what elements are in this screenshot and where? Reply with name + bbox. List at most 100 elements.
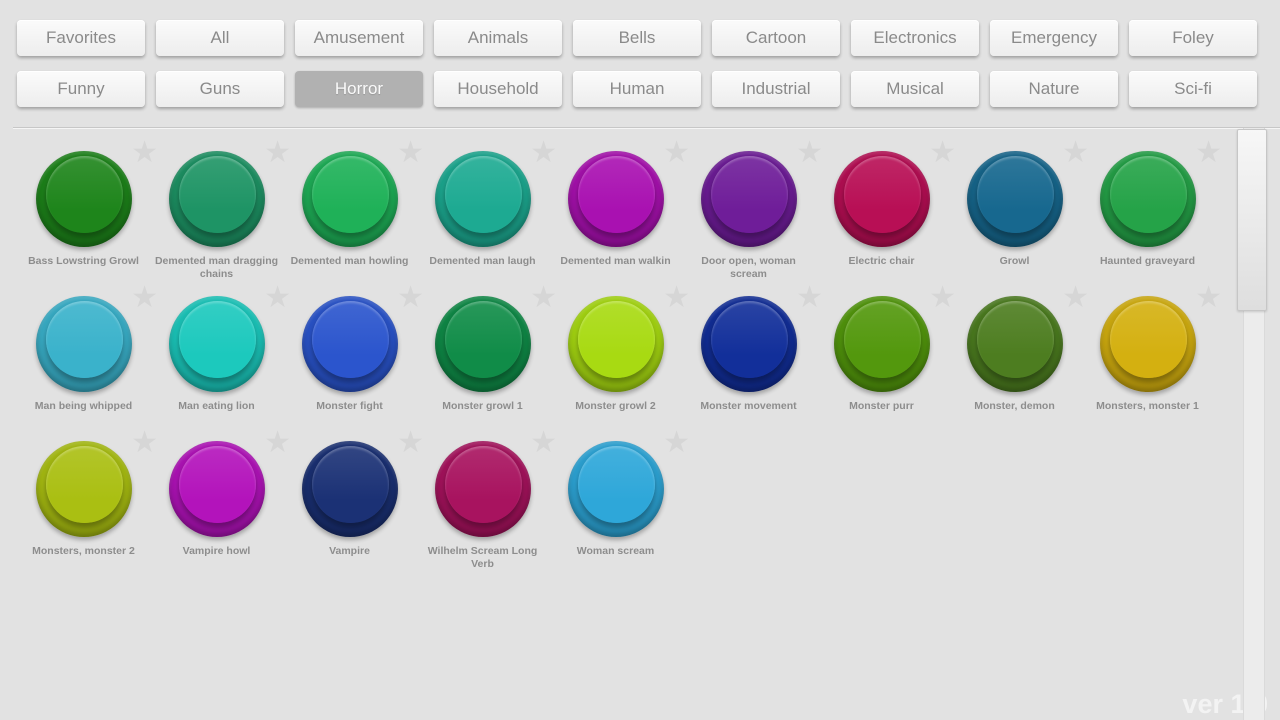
sound-button-demented-man-laugh[interactable] bbox=[434, 151, 531, 247]
sound-button-bass-lowstring-growl[interactable] bbox=[35, 151, 132, 247]
favorite-star-icon[interactable]: ★ bbox=[131, 281, 158, 314]
sound-label: Man being whipped bbox=[34, 400, 133, 412]
sound-button-vampire-howl[interactable] bbox=[168, 441, 265, 537]
tab-favorites[interactable]: Favorites bbox=[17, 20, 145, 56]
favorite-star-icon[interactable]: ★ bbox=[397, 136, 424, 169]
sound-button-demented-man-howling[interactable] bbox=[301, 151, 398, 247]
sound-cell: ★ Man being whipped bbox=[17, 283, 158, 432]
tab-household[interactable]: Household bbox=[434, 71, 562, 107]
sound-label: Monster fight bbox=[316, 400, 383, 412]
sound-button-electric-chair[interactable] bbox=[833, 151, 930, 247]
sound-label: Vampire howl bbox=[182, 545, 251, 557]
tab-human[interactable]: Human bbox=[573, 71, 701, 107]
category-tabs: Favorites All Amusement Animals Bells Cartoon… bbox=[0, 0, 1280, 107]
tab-cartoon[interactable]: Cartoon bbox=[712, 20, 840, 56]
favorite-star-icon[interactable]: ★ bbox=[131, 136, 158, 169]
sound-label: Vampire bbox=[329, 545, 370, 557]
sound-button-monster-movement[interactable] bbox=[700, 296, 797, 392]
sound-button-face bbox=[178, 156, 256, 233]
tab-electronics[interactable]: Electronics bbox=[851, 20, 979, 56]
sound-button-face bbox=[577, 301, 655, 378]
sound-button-door-open-woman-scream[interactable] bbox=[700, 151, 797, 247]
favorite-star-icon[interactable]: ★ bbox=[530, 136, 557, 169]
favorite-star-icon[interactable]: ★ bbox=[929, 136, 956, 169]
favorite-star-icon[interactable]: ★ bbox=[264, 281, 291, 314]
tab-foley[interactable]: Foley bbox=[1129, 20, 1257, 56]
sound-button-vampire[interactable] bbox=[301, 441, 398, 537]
tab-musical[interactable]: Musical bbox=[851, 71, 979, 107]
tab-sci-fi[interactable]: Sci-fi bbox=[1129, 71, 1257, 107]
tab-emergency[interactable]: Emergency bbox=[990, 20, 1118, 56]
favorite-star-icon[interactable]: ★ bbox=[1195, 136, 1222, 169]
sound-cell: ★ Haunted graveyard bbox=[1081, 138, 1222, 287]
tab-amusement[interactable]: Amusement bbox=[295, 20, 423, 56]
tab-nature[interactable]: Nature bbox=[990, 71, 1118, 107]
sound-cell: ★ Demented man laugh bbox=[416, 138, 557, 287]
tab-funny[interactable]: Funny bbox=[17, 71, 145, 107]
sound-button-face bbox=[444, 446, 522, 523]
favorite-star-icon[interactable]: ★ bbox=[264, 136, 291, 169]
sound-cell: ★ Electric chair bbox=[815, 138, 956, 287]
sound-button-wilhelm-scream-long-verb[interactable] bbox=[434, 441, 531, 537]
sound-button-face bbox=[45, 446, 123, 523]
sound-grid: ★ Bass Lowstring Growl ★ Demented man dragg… bbox=[0, 129, 1280, 577]
tab-bells[interactable]: Bells bbox=[573, 20, 701, 56]
sound-button-haunted-graveyard[interactable] bbox=[1099, 151, 1196, 247]
sound-label: Monster purr bbox=[849, 400, 914, 412]
favorite-star-icon[interactable]: ★ bbox=[1062, 281, 1089, 314]
sound-button-monster-growl-2[interactable] bbox=[567, 296, 664, 392]
sound-button-man-eating-lion[interactable] bbox=[168, 296, 265, 392]
sound-button-monsters-monster-2[interactable] bbox=[35, 441, 132, 537]
sound-button-face bbox=[710, 156, 788, 233]
sound-label: Monsters, monster 1 bbox=[1096, 400, 1199, 412]
sound-button-demented-man-walkin[interactable] bbox=[567, 151, 664, 247]
favorite-star-icon[interactable]: ★ bbox=[929, 281, 956, 314]
sound-button-monster-demon[interactable] bbox=[966, 296, 1063, 392]
sound-label: Door open, woman scream bbox=[701, 255, 796, 280]
tab-horror[interactable]: Horror bbox=[295, 71, 423, 107]
sound-button-man-being-whipped[interactable] bbox=[35, 296, 132, 392]
sound-label: Man eating lion bbox=[178, 400, 255, 412]
tab-animals[interactable]: Animals bbox=[434, 20, 562, 56]
sound-button-monster-growl-1[interactable] bbox=[434, 296, 531, 392]
sound-button-monsters-monster-1[interactable] bbox=[1099, 296, 1196, 392]
favorite-star-icon[interactable]: ★ bbox=[663, 426, 690, 459]
sound-cell: ★ Monster fight bbox=[283, 283, 424, 432]
sound-label: Demented man howling bbox=[290, 255, 409, 267]
sound-button-demented-man-dragging-chains[interactable] bbox=[168, 151, 265, 247]
favorite-star-icon[interactable]: ★ bbox=[264, 426, 291, 459]
sound-button-face bbox=[178, 446, 256, 523]
sound-button-monster-purr[interactable] bbox=[833, 296, 930, 392]
sound-button-woman-scream[interactable] bbox=[567, 441, 664, 537]
favorite-star-icon[interactable]: ★ bbox=[397, 426, 424, 459]
favorite-star-icon[interactable]: ★ bbox=[397, 281, 424, 314]
sound-button-face bbox=[577, 156, 655, 233]
favorite-star-icon[interactable]: ★ bbox=[1195, 281, 1222, 314]
sound-cell: ★ Man eating lion bbox=[150, 283, 291, 432]
favorite-star-icon[interactable]: ★ bbox=[796, 281, 823, 314]
favorite-star-icon[interactable]: ★ bbox=[663, 281, 690, 314]
favorite-star-icon[interactable]: ★ bbox=[663, 136, 690, 169]
sound-cell: ★ Monster movement bbox=[682, 283, 823, 432]
tab-industrial[interactable]: Industrial bbox=[712, 71, 840, 107]
favorite-star-icon[interactable]: ★ bbox=[796, 136, 823, 169]
favorite-star-icon[interactable]: ★ bbox=[530, 281, 557, 314]
sound-button-face bbox=[577, 446, 655, 523]
favorite-star-icon[interactable]: ★ bbox=[131, 426, 158, 459]
sound-cell: ★ Wilhelm Scream Long Verb bbox=[416, 428, 557, 577]
tab-guns[interactable]: Guns bbox=[156, 71, 284, 107]
sound-cell: ★ Monster, demon bbox=[948, 283, 1089, 432]
scrollbar-thumb[interactable] bbox=[1237, 129, 1267, 311]
sound-button-monster-fight[interactable] bbox=[301, 296, 398, 392]
sound-label: Monster growl 1 bbox=[442, 400, 523, 412]
sound-button-face bbox=[45, 301, 123, 378]
sound-label: Bass Lowstring Growl bbox=[28, 255, 139, 267]
tab-all[interactable]: All bbox=[156, 20, 284, 56]
sound-button-growl[interactable] bbox=[966, 151, 1063, 247]
favorite-star-icon[interactable]: ★ bbox=[1062, 136, 1089, 169]
sound-button-face bbox=[843, 156, 921, 233]
sound-button-face bbox=[444, 156, 522, 233]
sound-cell: ★ Monster purr bbox=[815, 283, 956, 432]
favorite-star-icon[interactable]: ★ bbox=[530, 426, 557, 459]
sound-label: Wilhelm Scream Long Verb bbox=[427, 545, 538, 570]
